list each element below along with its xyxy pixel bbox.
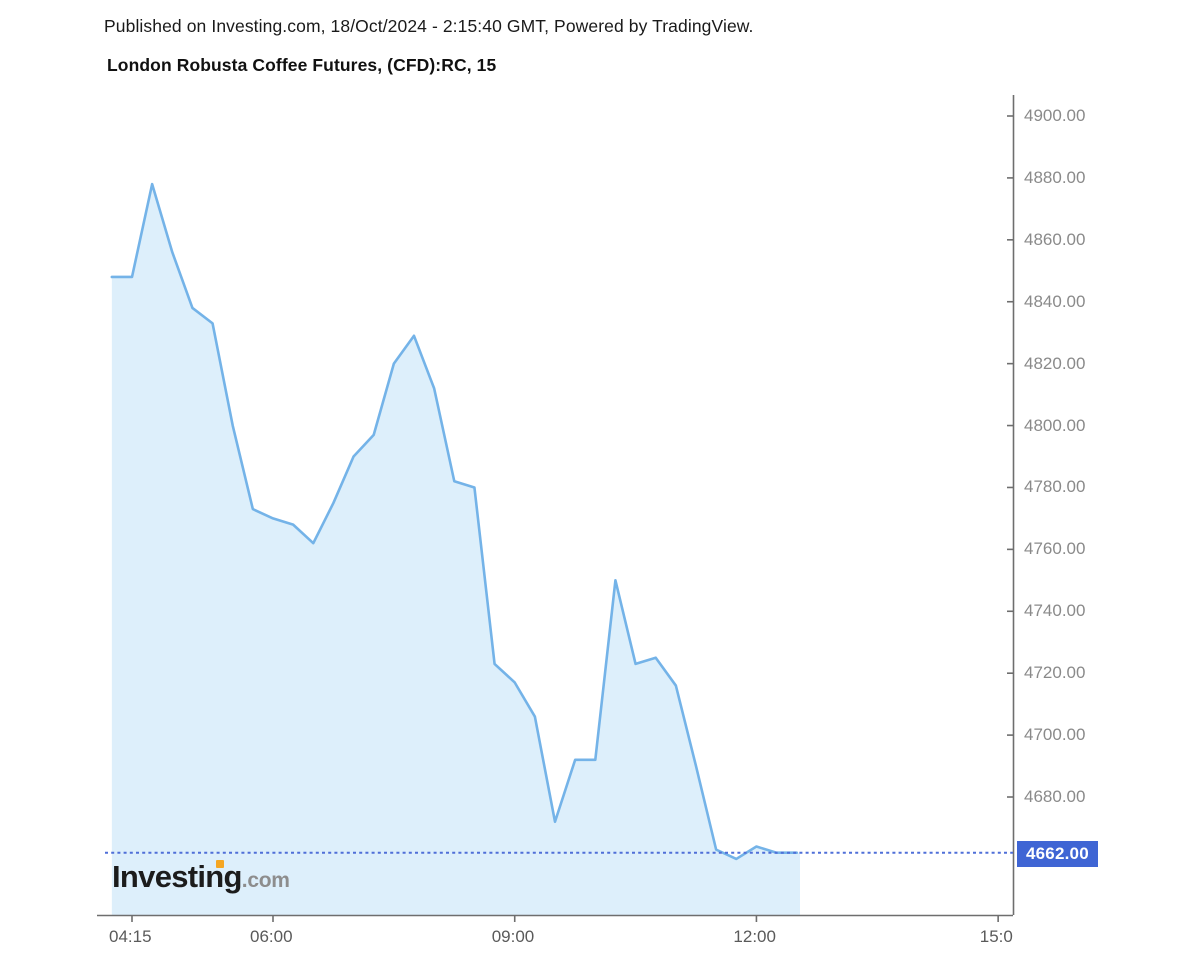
x-axis-tick-label: 09:00 — [491, 927, 535, 946]
published-caption: Published on Investing.com, 18/Oct/2024 … — [104, 16, 754, 36]
y-axis-tick-label: 4780.00 — [1024, 477, 1086, 497]
y-axis-tick-label: 4720.00 — [1024, 663, 1086, 683]
area-fill — [111, 184, 801, 916]
y-axis-tick-label: 4760.00 — [1024, 539, 1086, 559]
x-axis-tick-label: 15:0 — [979, 927, 1013, 946]
last-price-badge: 4662.00 — [1017, 840, 1098, 867]
x-axis-tick-label: 06:00 — [250, 927, 293, 946]
watermark-brand: Investing — [112, 859, 242, 894]
y-axis-tick-label: 4860.00 — [1024, 229, 1086, 249]
investing-watermark: Investing .com — [112, 859, 290, 894]
y-axis-tick-label: 4880.00 — [1024, 167, 1086, 187]
y-axis-tick-label: 4900.00 — [1024, 106, 1086, 125]
y-axis-tick-label: 4680.00 — [1024, 787, 1086, 806]
chart-area-series — [110, 182, 801, 916]
page-title: London Robusta Coffee Futures, (CFD):RC,… — [107, 55, 497, 75]
x-axis-tick-label: 12:00 — [733, 927, 776, 946]
x-axis-tick-label: 04:15 — [109, 927, 152, 946]
watermark-suffix: .com — [241, 869, 290, 892]
y-axis-tick-label: 4740.00 — [1024, 601, 1086, 621]
y-axis-tick-label: 4820.00 — [1024, 353, 1086, 373]
y-axis-ticks — [1007, 115, 1013, 798]
y-axis-tick-label: 4800.00 — [1024, 415, 1086, 435]
watermark-dot-icon — [216, 860, 224, 868]
series-line — [110, 182, 799, 861]
y-axis-tick-label: 4840.00 — [1024, 291, 1086, 311]
y-axis-tick-label: 4700.00 — [1024, 725, 1086, 745]
